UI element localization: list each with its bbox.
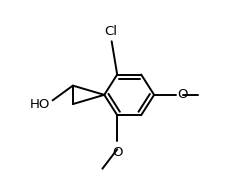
Text: Cl: Cl [104,25,117,38]
Text: O: O [177,88,188,101]
Text: HO: HO [30,98,50,110]
Text: O: O [112,146,122,159]
